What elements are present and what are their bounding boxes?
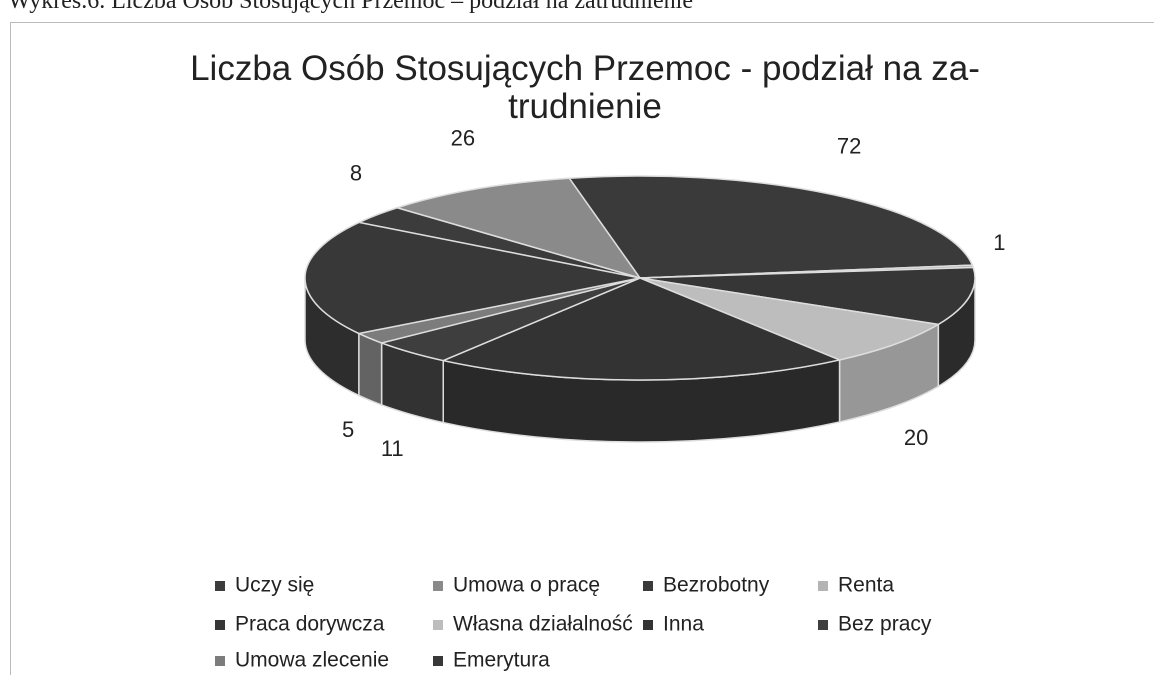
legend-label: Renta: [838, 574, 894, 597]
pie-slice: [639, 277, 941, 361]
data-label: 8: [350, 161, 362, 186]
pie-slice: [639, 266, 976, 326]
legend-swatch: [643, 620, 653, 630]
data-label: 26: [451, 126, 475, 151]
legend-swatch: [433, 581, 443, 591]
chart-title: Liczba Osób Stosujących Przemoc - podzia…: [190, 49, 980, 126]
legend-swatch: [215, 620, 225, 630]
legend-swatch: [433, 656, 443, 666]
legend-swatch: [643, 581, 653, 591]
legend-label: Praca dorywcza: [235, 613, 385, 636]
pie-slice: [304, 221, 641, 335]
pie-slice: [394, 177, 642, 280]
legend-label: Uczy się: [235, 574, 314, 597]
legend-swatch: [818, 581, 828, 591]
legend-label: Umowa o pracę: [453, 574, 600, 597]
pie-side: [358, 332, 383, 406]
legend-swatch: [215, 656, 225, 666]
legend-label: Bezrobotny: [663, 574, 770, 597]
data-label: 5: [342, 417, 354, 442]
legend-label: Bez pracy: [838, 613, 932, 636]
data-label: 20: [904, 425, 928, 450]
legend-label: Inna: [663, 613, 704, 636]
legend-swatch: [433, 620, 443, 630]
chart-frame: [10, 22, 1154, 675]
legend-label: Własna działalność: [453, 613, 633, 636]
legend-swatch: [818, 620, 828, 630]
legend-label: Emerytura: [453, 649, 550, 672]
heading: Wykres.6. Liczba Osób Stosujących Przemo…: [8, 0, 693, 14]
data-label: 1: [993, 230, 1005, 255]
data-label: 72: [837, 133, 861, 158]
pie-slice: [440, 277, 843, 381]
data-label: 11: [381, 436, 404, 461]
pie-slice: [568, 175, 974, 279]
legend-label: Umowa zlecenie: [235, 649, 389, 672]
legend-swatch: [215, 581, 225, 591]
